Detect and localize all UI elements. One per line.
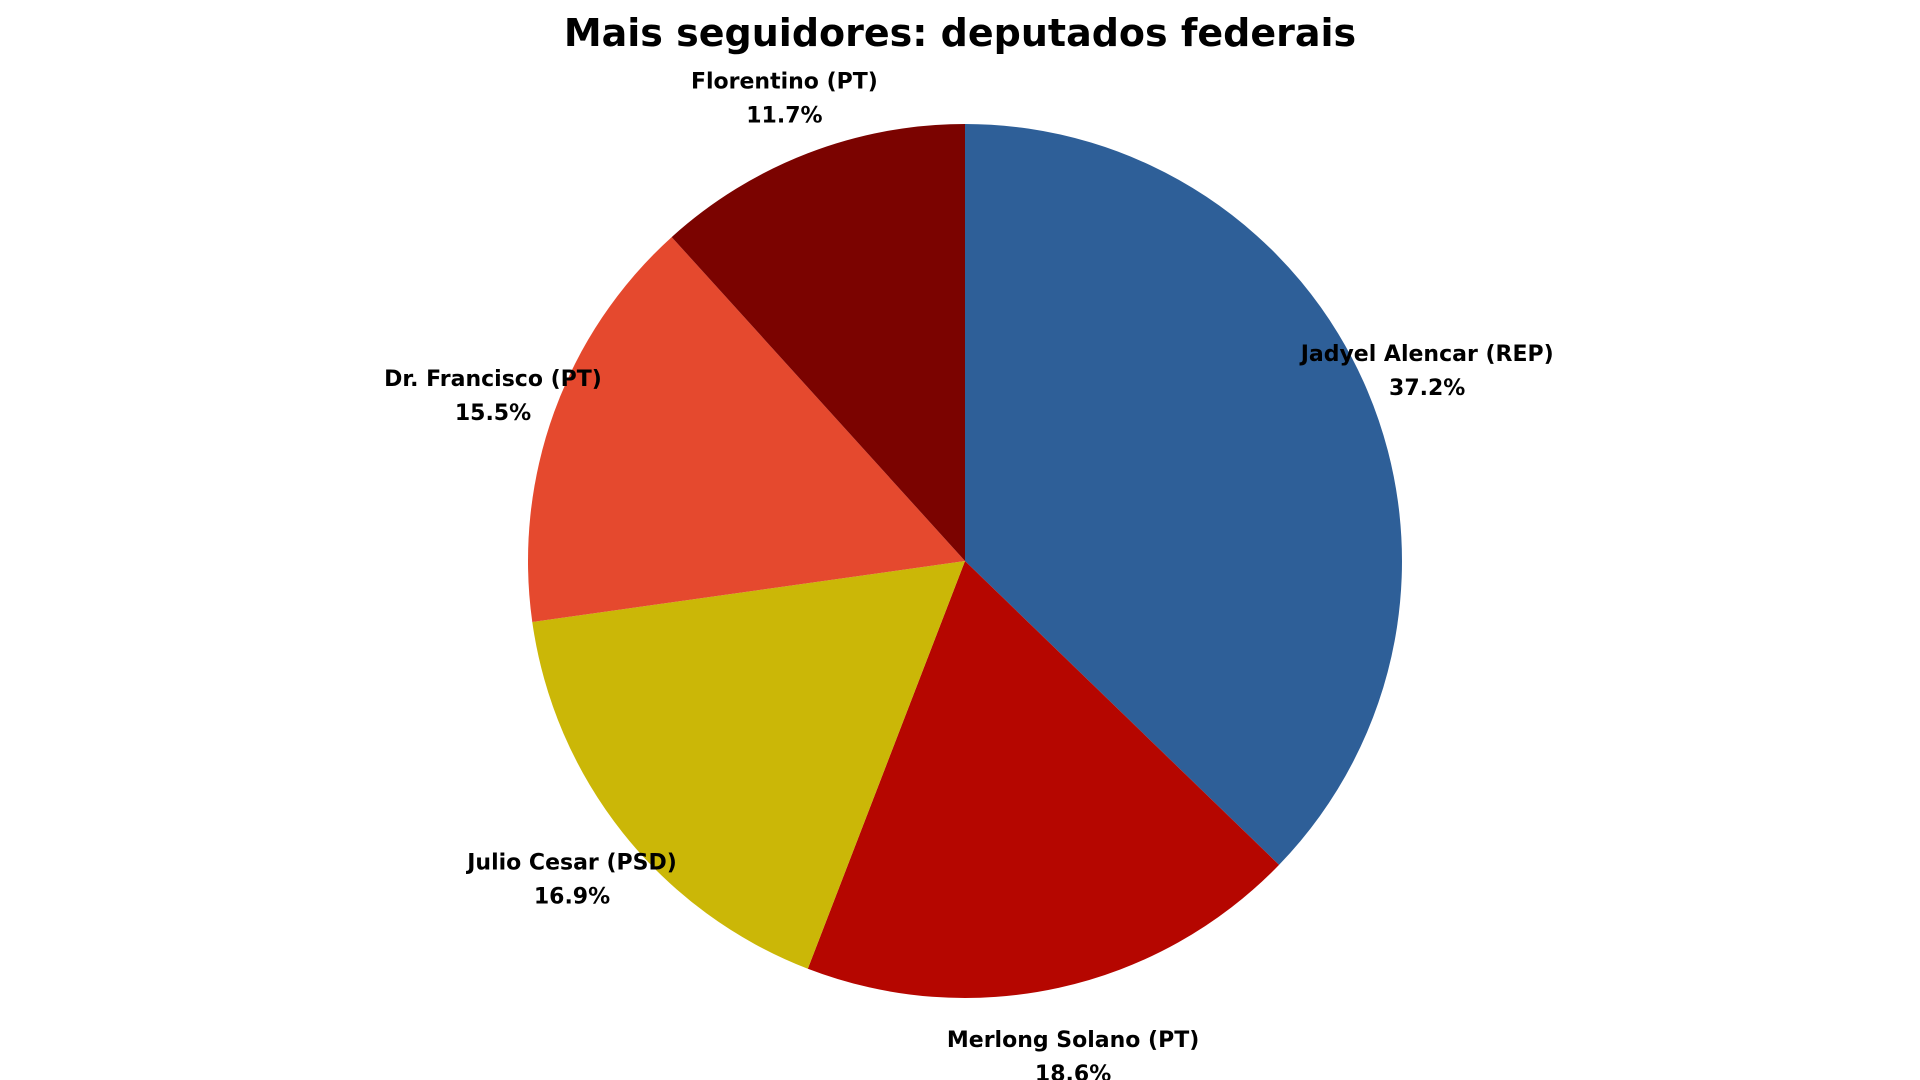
- slice-label-name-5: Florentino (PT): [691, 70, 878, 95]
- slice-label-value-3: 16.9%: [534, 884, 610, 909]
- slice-label-name-2: Merlong Solano (PT): [947, 1028, 1199, 1053]
- slice-label-value-5: 11.7%: [746, 104, 822, 129]
- pie-slice-4: [527, 237, 965, 622]
- slice-label-name-1: Jadyel Alencar (REP): [1299, 342, 1554, 367]
- chart-title: Mais seguidores: deputados federais: [564, 11, 1356, 55]
- pie-slice-5: [671, 123, 965, 561]
- slice-label-value-2: 18.6%: [1035, 1062, 1111, 1080]
- slice-label-name-3: Julio Cesar (PSD): [465, 850, 677, 875]
- slice-label-value-4: 15.5%: [455, 401, 531, 426]
- pie-slice-3: [532, 561, 965, 969]
- slice-label-name-4: Dr. Francisco (PT): [384, 367, 602, 392]
- pie-slice-1: [965, 124, 1402, 865]
- slice-label-value-1: 37.2%: [1389, 376, 1465, 401]
- pie-slices: [527, 123, 1402, 998]
- pie-slice-2: [807, 561, 1280, 998]
- slice-labels: Jadyel Alencar (REP) 37.2% Merlong Solano …: [384, 70, 1554, 1080]
